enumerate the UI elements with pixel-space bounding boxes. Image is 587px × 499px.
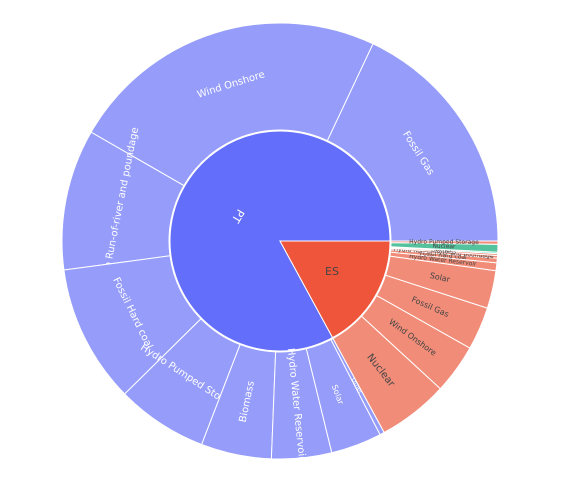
sector-pt-fossil-hard-coal[interactable] [63, 255, 202, 395]
label-es-hydro-pumped-storage: Hydro Pumped Storage [409, 238, 479, 246]
label-es-fossil-hard-coal: Fossil Hard coal [420, 250, 468, 261]
sector-es-fossil-gas[interactable] [376, 274, 489, 349]
sector-pt-fossil-gas[interactable] [326, 43, 499, 242]
sector-pt-hydro-pumped-storage[interactable] [123, 318, 241, 446]
sector-pt-solar[interactable] [305, 338, 381, 454]
sector-es-solar[interactable] [384, 255, 497, 309]
label-es: ES [325, 265, 339, 278]
sector-pt-hydro-run-of-river-and-poundage[interactable] [61, 131, 185, 271]
sector-es-hydro-pumped-storage[interactable] [390, 240, 499, 245]
sector-pt-hydro-water-reservoir[interactable] [270, 348, 333, 460]
sector-pt-biomass[interactable] [201, 343, 277, 460]
sector-es-wind-onshore[interactable] [360, 294, 471, 390]
sector-es[interactable] [279, 240, 391, 339]
label-es-nuclear: Nuclear [432, 243, 456, 251]
sector-es-nuclear[interactable] [332, 315, 442, 434]
label-pt: PT [229, 207, 247, 225]
label-es-biomass: Biomass [431, 247, 457, 256]
sector-pt-wind-onshore[interactable] [90, 22, 374, 187]
